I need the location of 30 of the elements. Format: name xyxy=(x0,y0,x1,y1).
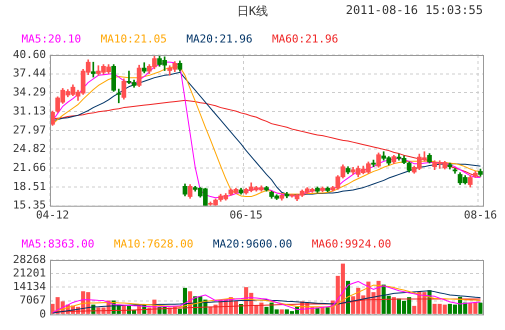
text: MA20:9600.00 xyxy=(212,237,292,250)
y-tick-label: 21201 xyxy=(12,266,46,280)
bar xyxy=(320,307,325,314)
bar xyxy=(392,297,396,314)
y-tick-label: 37.44 xyxy=(12,66,46,80)
y-tick-label: 18.51 xyxy=(12,180,46,193)
y-tick-label: 14134 xyxy=(12,280,46,294)
bar xyxy=(280,309,284,314)
y-tick-label: 27.97 xyxy=(12,123,46,136)
y-tick-label: 0 xyxy=(39,307,46,320)
chart-title: 日K线 xyxy=(236,4,268,18)
x-tick-label: 08-16 xyxy=(464,208,498,222)
text: MA10:21.05 xyxy=(100,32,167,46)
text: MA5:8363.00 xyxy=(22,237,94,250)
text: MA10:7628.00 xyxy=(114,237,194,250)
y-tick-label: 21.66 xyxy=(12,160,46,174)
y-tick-label: 31.13 xyxy=(12,104,46,118)
y-tick-label: 24.82 xyxy=(12,142,46,156)
bar xyxy=(478,302,482,314)
y-tick-label: 7067 xyxy=(20,294,46,307)
y-tick-label: 40.60 xyxy=(12,48,46,61)
bar xyxy=(326,307,330,314)
text: 2011-08-16 15:03:55 xyxy=(346,3,483,17)
text: MA5:20.10 xyxy=(22,32,82,46)
x-tick-label: 06-15 xyxy=(230,208,263,222)
text: MA60:21.96 xyxy=(272,32,338,46)
y-tick-label: 28268 xyxy=(12,252,46,266)
text: MA20:21.96 xyxy=(186,32,253,46)
text: MA60:9924.00 xyxy=(312,237,392,250)
y-tick-label: 34.29 xyxy=(12,86,46,99)
